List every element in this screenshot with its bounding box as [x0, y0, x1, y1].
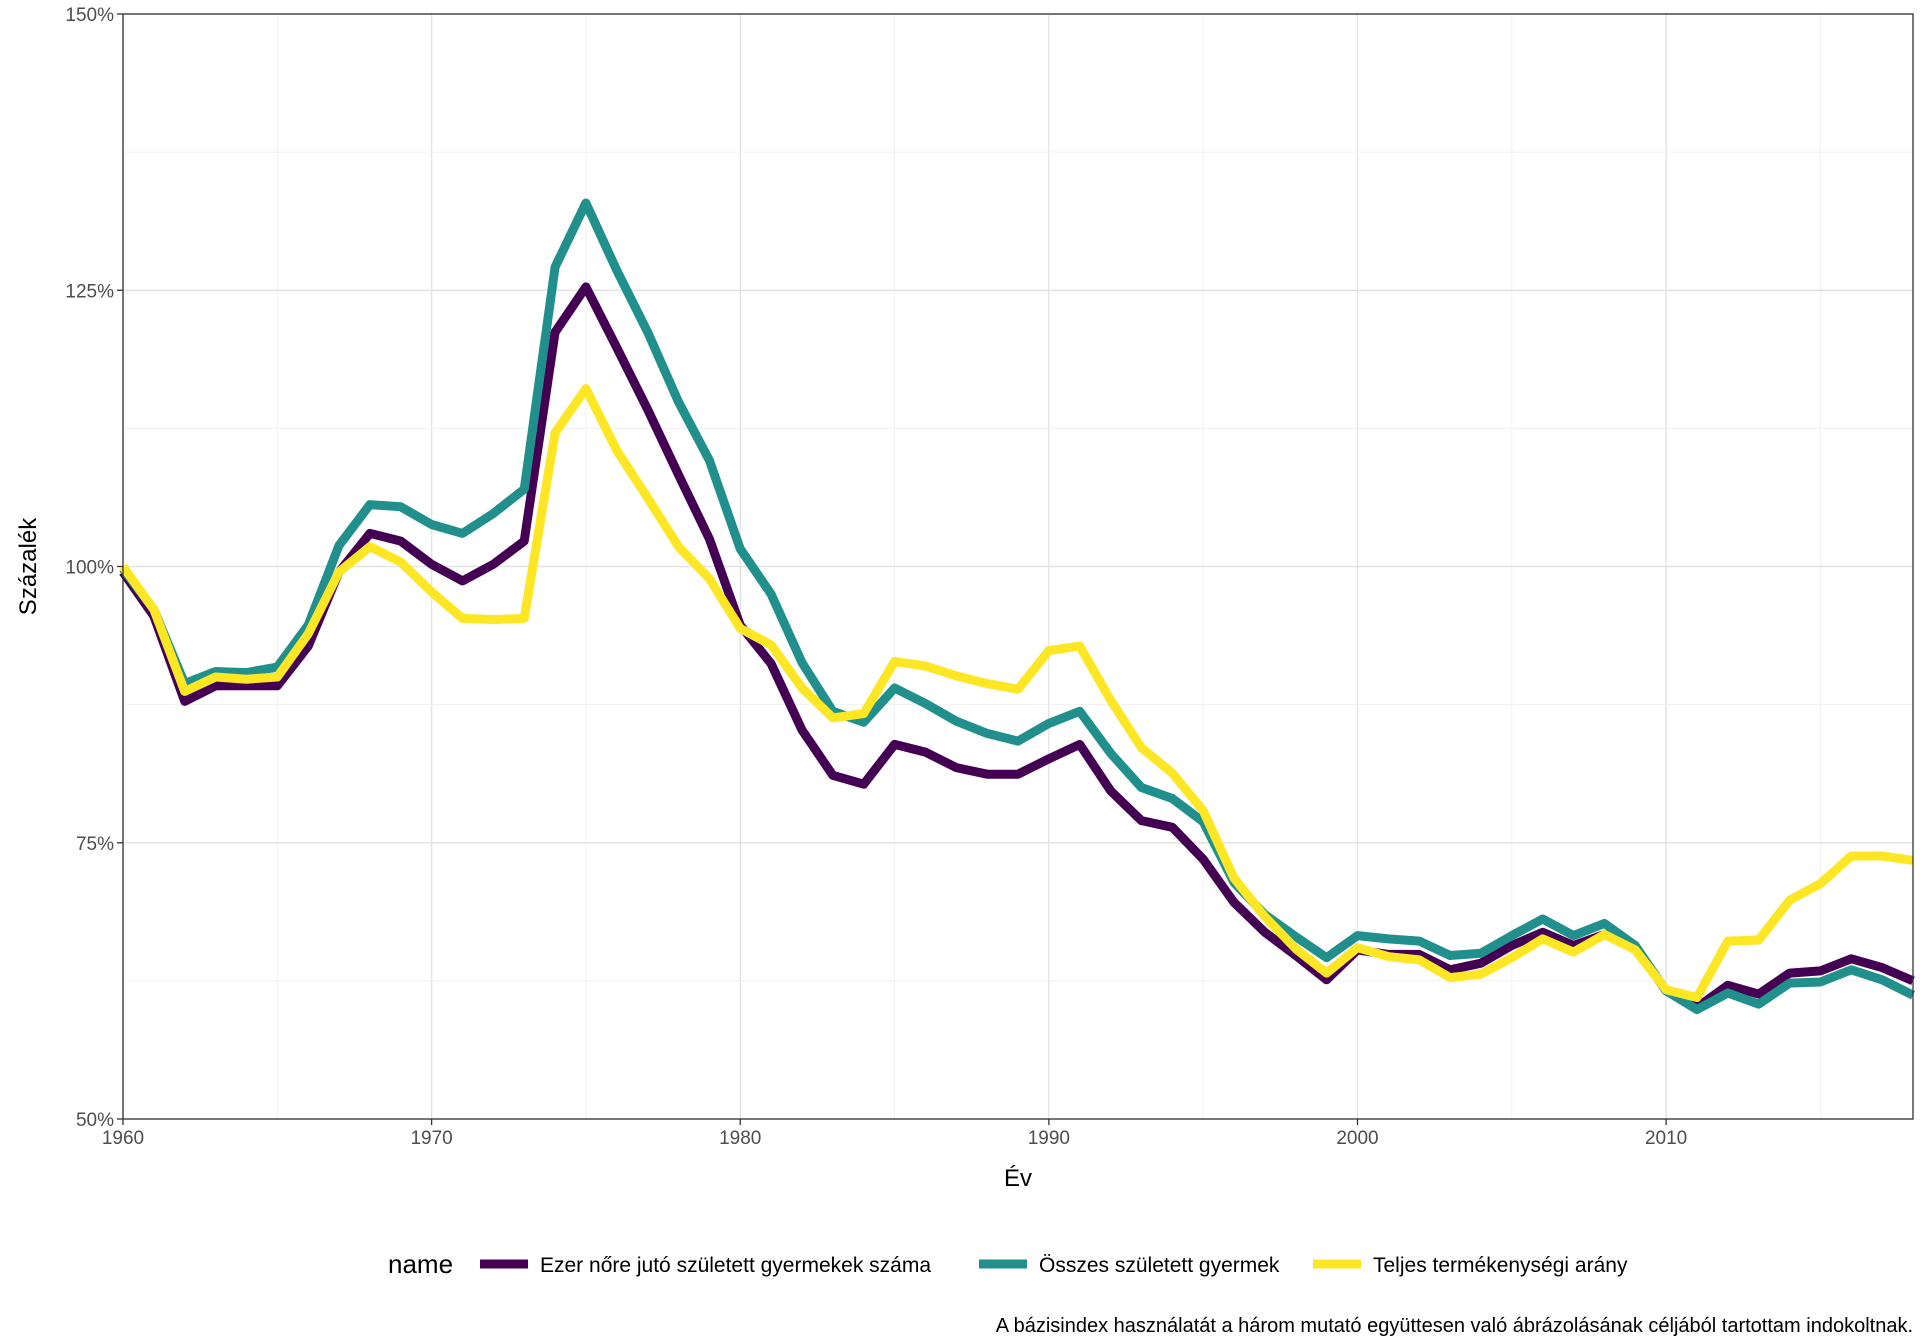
y-tick-label: 150% — [65, 5, 114, 26]
legend-items: Ezer nőre jutó született gyermekek száma… — [480, 1254, 1628, 1277]
y-tick-label: 125% — [65, 281, 114, 302]
x-tick-label: 1960 — [102, 1128, 144, 1149]
y-tick-label: 75% — [76, 834, 114, 855]
data-series — [119, 198, 1916, 1015]
series-line-3 — [119, 384, 1914, 1002]
legend-label: Összes született gyermek — [1039, 1254, 1280, 1277]
x-tick-label: 2000 — [1336, 1128, 1378, 1149]
legend-item: Teljes termékenységi arány — [1313, 1254, 1628, 1277]
grid-lines — [122, 13, 1913, 1120]
chart-caption: A bázisindex használatát a három mutató … — [996, 1315, 1913, 1337]
y-axis-title: Százalék — [15, 517, 42, 615]
x-tick-label: 1970 — [410, 1128, 452, 1149]
axes: 1960 1970 1980 1990 2000 2010 50% 75% 100% 125% 15… — [65, 5, 1687, 1149]
legend-label: Ezer nőre jutó született gyermekek száma — [540, 1254, 931, 1277]
x-tick-label: 1990 — [1028, 1128, 1070, 1149]
legend-item: Összes született gyermek — [979, 1254, 1280, 1277]
x-tick-label: 1980 — [719, 1128, 761, 1149]
y-tick-label: 100% — [65, 558, 114, 579]
series-line-2 — [119, 198, 1916, 1015]
x-tick-label: 2010 — [1645, 1128, 1687, 1149]
x-axis-title: Év — [1004, 1165, 1032, 1192]
legend: name Ezer nőre jutó született gyermekek … — [388, 1249, 1628, 1279]
legend-label: Teljes termékenységi arány — [1373, 1254, 1628, 1277]
legend-item: Ezer nőre jutó született gyermekek száma — [480, 1254, 931, 1277]
legend-title: name — [388, 1249, 453, 1279]
y-tick-label: 50% — [76, 1110, 114, 1131]
